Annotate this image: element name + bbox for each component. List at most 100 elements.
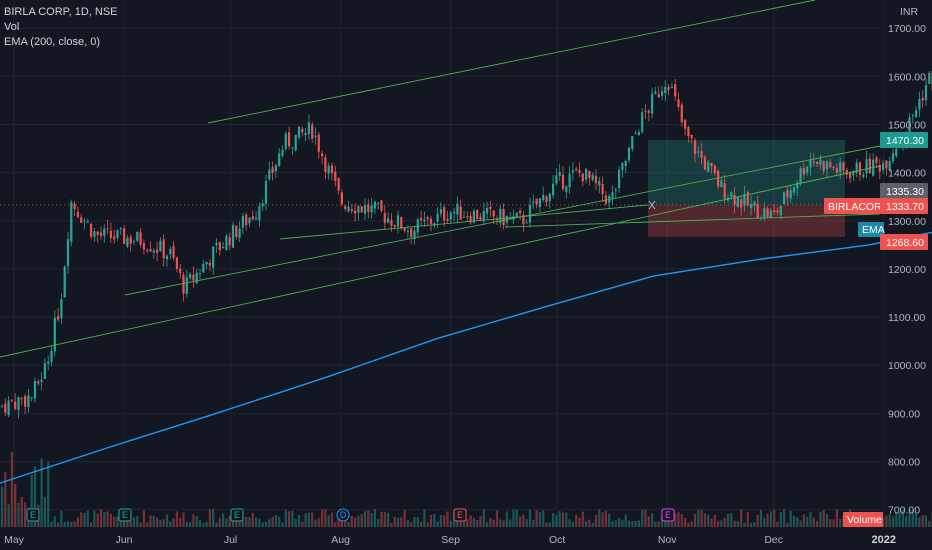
candle-body bbox=[888, 160, 891, 171]
candle-body bbox=[479, 216, 482, 220]
symbol-title[interactable]: BIRLA CORP, 1D, NSE bbox=[4, 6, 118, 18]
volume-bar bbox=[680, 514, 683, 527]
candle-body bbox=[789, 190, 792, 199]
volume-bar bbox=[594, 515, 598, 527]
candle-body bbox=[129, 236, 132, 244]
volume-bar bbox=[792, 515, 796, 527]
upper-channel-line bbox=[207, 0, 816, 124]
volume-bar bbox=[139, 522, 142, 527]
ema-badge: EMA bbox=[858, 222, 885, 237]
candle-body bbox=[360, 206, 363, 213]
ema-200-line[interactable] bbox=[0, 226, 932, 484]
y-tick-label: 700.00 bbox=[888, 505, 920, 517]
volume-bar bbox=[684, 518, 687, 527]
candle-body bbox=[852, 171, 855, 176]
volume-bar bbox=[476, 520, 479, 527]
trendlines[interactable] bbox=[0, 0, 881, 358]
earnings-event-marker[interactable]: E bbox=[118, 508, 132, 522]
candle-body bbox=[776, 210, 779, 213]
candle-body bbox=[651, 93, 654, 114]
volume-bar bbox=[40, 458, 43, 527]
volume-bar bbox=[255, 517, 258, 527]
candle-body bbox=[535, 198, 538, 205]
volume-bar bbox=[413, 516, 416, 527]
candle-body bbox=[845, 169, 848, 175]
volume-bar bbox=[132, 517, 136, 527]
candle-body bbox=[598, 181, 601, 186]
candle-body bbox=[700, 151, 703, 158]
candle-body bbox=[106, 228, 109, 230]
volume-bar bbox=[24, 502, 27, 527]
candle-body bbox=[261, 203, 264, 207]
volume-bar bbox=[581, 511, 584, 527]
candle-body bbox=[205, 261, 208, 265]
volume-bar bbox=[489, 518, 492, 527]
dividend-event-marker[interactable]: D bbox=[336, 508, 350, 522]
candle-body bbox=[202, 263, 205, 273]
volume-bar bbox=[354, 517, 357, 527]
volume-bar bbox=[76, 517, 79, 527]
candle-body bbox=[802, 168, 805, 175]
candle-body bbox=[723, 183, 726, 199]
candle-body bbox=[344, 206, 347, 210]
candle-body bbox=[271, 167, 274, 173]
volume-legend[interactable]: Vol bbox=[4, 21, 20, 33]
candle-body bbox=[545, 196, 548, 203]
candle-body bbox=[634, 133, 637, 135]
volume-bar bbox=[888, 514, 891, 527]
candle-body bbox=[538, 198, 541, 208]
candle-body bbox=[340, 192, 343, 205]
volume-bar bbox=[601, 512, 604, 527]
volume-bar bbox=[14, 484, 17, 527]
volume-bar bbox=[753, 522, 756, 527]
candle-body bbox=[268, 169, 271, 180]
vertical-gridlines bbox=[13, 0, 885, 530]
volume-bar bbox=[162, 519, 165, 527]
earnings-event-marker[interactable]: E bbox=[26, 508, 40, 522]
volume-bar bbox=[895, 511, 898, 527]
volume-bar bbox=[568, 519, 571, 527]
candle-body bbox=[486, 208, 489, 214]
earnings-event-marker[interactable]: E bbox=[661, 508, 675, 522]
volume-bar bbox=[532, 519, 535, 527]
earnings-event-marker[interactable]: E bbox=[230, 508, 244, 522]
volume-bar bbox=[519, 516, 522, 527]
volume-bar bbox=[479, 516, 482, 527]
volume-bar bbox=[248, 517, 251, 527]
y-tick-label: 1600.00 bbox=[888, 71, 926, 83]
volume-bar bbox=[901, 509, 904, 527]
candle-body bbox=[426, 217, 429, 220]
y-tick-label: 1100.00 bbox=[888, 312, 925, 324]
volume-bar bbox=[7, 504, 10, 527]
volume-bar bbox=[156, 517, 159, 527]
volume-bar bbox=[720, 520, 723, 527]
candle-body bbox=[624, 160, 627, 166]
volume-bar bbox=[806, 516, 809, 527]
x-tick-label: Jun bbox=[116, 534, 133, 546]
candle-body bbox=[680, 104, 683, 123]
volume-bar bbox=[644, 509, 647, 527]
ema-legend[interactable]: EMA (200, close, 0) bbox=[4, 36, 100, 48]
volume-bar bbox=[462, 518, 466, 527]
volume-bar bbox=[819, 511, 822, 527]
volume-bar bbox=[152, 516, 155, 527]
candle-body bbox=[132, 241, 136, 243]
svg-text:BIRLACORPN: BIRLACORPN bbox=[828, 201, 896, 213]
volume-bar bbox=[472, 517, 475, 527]
volume-bar bbox=[337, 516, 340, 527]
candle-body bbox=[763, 208, 766, 219]
candle-body bbox=[212, 246, 215, 268]
earnings-event-marker[interactable]: E bbox=[453, 508, 467, 522]
volume-bar bbox=[373, 509, 376, 527]
volume-bar bbox=[796, 517, 799, 527]
volume-bar bbox=[423, 509, 426, 527]
candle-body bbox=[664, 86, 667, 94]
candle-body bbox=[568, 173, 571, 188]
x-tick-label: Aug bbox=[331, 534, 350, 546]
volume-bar bbox=[674, 512, 677, 527]
volume-bar bbox=[746, 512, 749, 527]
volume-bar bbox=[627, 520, 631, 527]
volume-bar bbox=[360, 514, 363, 527]
